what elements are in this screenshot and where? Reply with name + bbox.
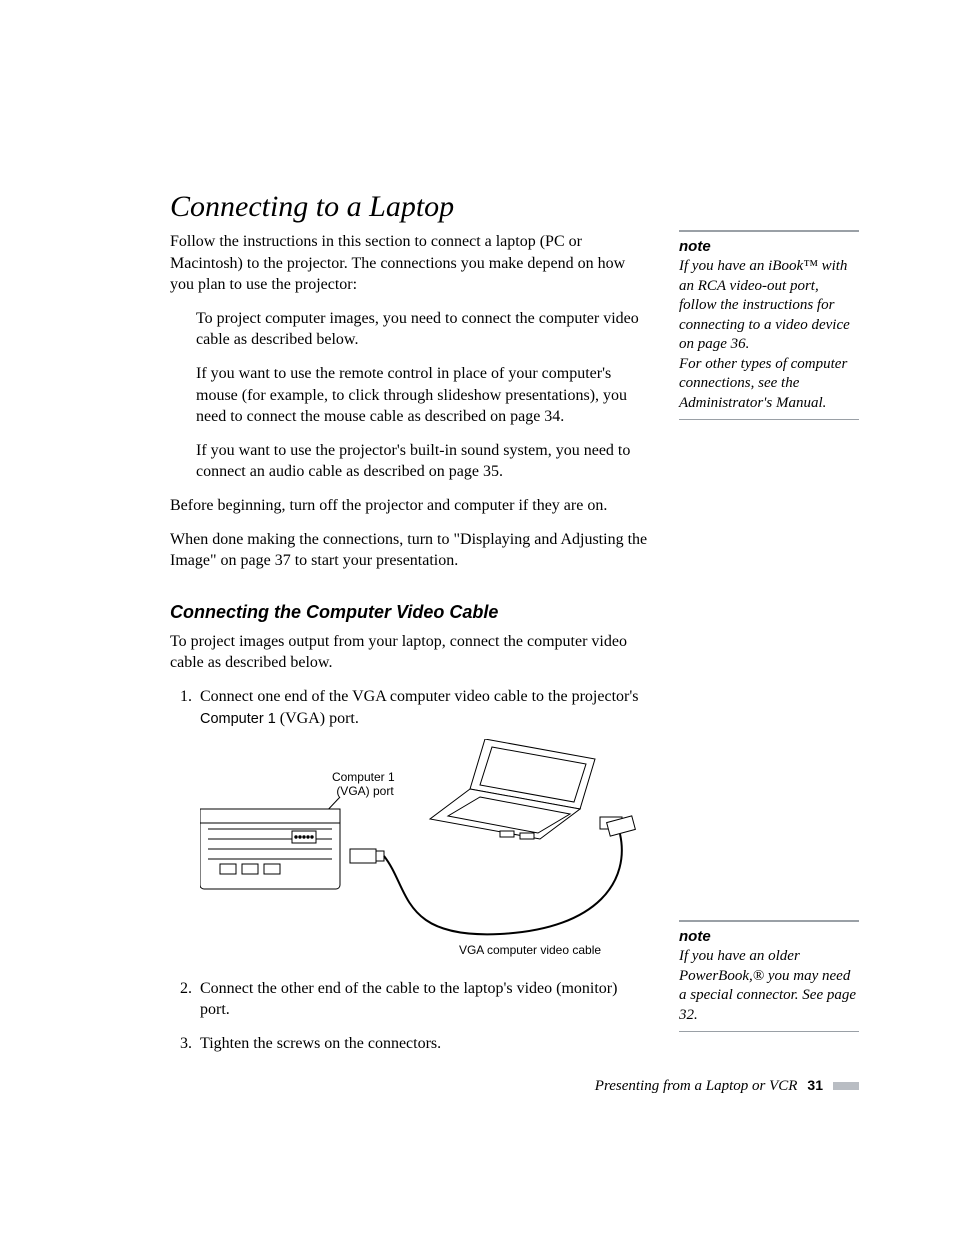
step-item: Tighten the screws on the connectors.: [196, 1033, 650, 1055]
step-text: (VGA) port.: [276, 710, 359, 727]
note-label: note: [679, 928, 859, 945]
projector-icon: [200, 809, 340, 889]
connection-diagram: Computer 1 (VGA) port: [200, 739, 650, 966]
step-item: Connect one end of the VGA computer vide…: [196, 686, 650, 966]
side-column: note If you have an iBook™ with an RCA v…: [679, 230, 859, 1032]
intro-paragraph: Follow the instructions in this section …: [170, 231, 650, 296]
diagram-svg: Computer 1 (VGA) port: [200, 739, 650, 959]
paragraph: When done making the connections, turn t…: [170, 529, 650, 572]
main-column: Connecting to a Laptop Follow the instru…: [170, 190, 650, 1066]
bullet-item: To project computer images, you need to …: [196, 308, 650, 351]
step-text: Connect one end of the VGA computer vide…: [200, 688, 638, 705]
bullet-group: To project computer images, you need to …: [196, 308, 650, 483]
note-body: If you have an iBook™ with an RCA video-…: [679, 257, 859, 355]
page-footer: Presenting from a Laptop or VCR 31: [519, 1077, 859, 1095]
step-item: Connect the other end of the cable to th…: [196, 978, 650, 1021]
steps-list: Connect one end of the VGA computer vide…: [170, 686, 650, 1055]
diagram-port-label: Computer 1 (VGA) port: [332, 770, 398, 798]
note-body: If you have an older PowerBook,® you may…: [679, 947, 859, 1025]
footer-page-number: 31: [807, 1077, 823, 1093]
diagram-cable-label: VGA computer video cable: [459, 943, 601, 957]
port-name: Computer 1: [200, 711, 276, 727]
note-block: note If you have an older PowerBook,® yo…: [679, 920, 859, 1032]
vga-cable-icon: [350, 816, 635, 934]
section-heading: Connecting to a Laptop: [170, 190, 650, 223]
paragraph: Before beginning, turn off the projector…: [170, 495, 650, 517]
page: Connecting to a Laptop Follow the instru…: [0, 0, 954, 1235]
footer-chapter: Presenting from a Laptop or VCR: [595, 1078, 798, 1094]
note-body: For other types of computer connections,…: [679, 355, 859, 414]
footer-bar-icon: [833, 1082, 859, 1090]
bullet-item: If you want to use the remote control in…: [196, 363, 650, 428]
subsection-heading: Connecting the Computer Video Cable: [170, 602, 650, 623]
laptop-icon: [430, 739, 622, 839]
bullet-item: If you want to use the projector's built…: [196, 440, 650, 483]
note-block: note If you have an iBook™ with an RCA v…: [679, 230, 859, 420]
subsection-intro: To project images output from your lapto…: [170, 631, 650, 674]
note-label: note: [679, 238, 859, 255]
